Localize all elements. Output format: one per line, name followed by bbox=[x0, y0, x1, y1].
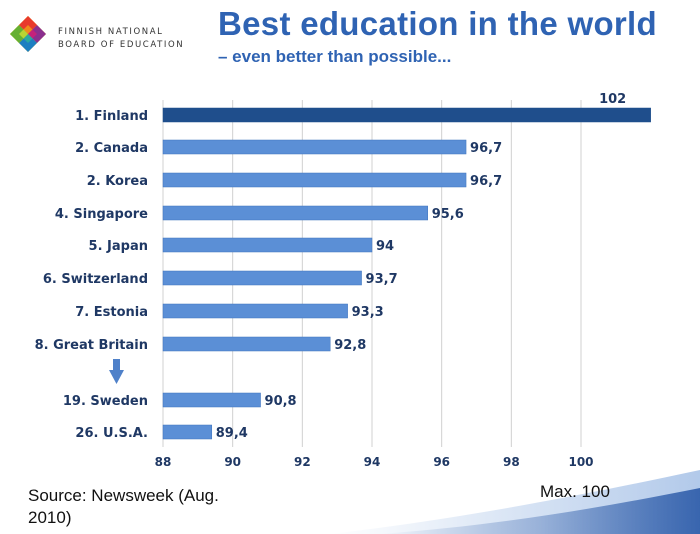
value-labels: 102 96,7 96,7 95,6 94 93,7 93,3 92,8 90,8 89,4 bbox=[216, 92, 626, 441]
category-label: 2. Korea bbox=[87, 174, 148, 189]
bar bbox=[162, 237, 373, 253]
category-label: 7. Estonia bbox=[75, 305, 148, 320]
logo-line-1: FINNISH NATIONAL bbox=[58, 27, 164, 37]
category-label: 1. Finland bbox=[75, 109, 148, 124]
x-tick-label: 90 bbox=[224, 455, 241, 469]
x-tick-label: 88 bbox=[155, 455, 172, 469]
category-label: 2. Canada bbox=[75, 141, 148, 156]
x-tick-label: 100 bbox=[568, 455, 593, 469]
bar bbox=[162, 424, 213, 440]
bar bbox=[162, 107, 651, 123]
value-label: 92,8 bbox=[334, 338, 366, 353]
bar bbox=[162, 392, 261, 408]
value-label: 93,7 bbox=[366, 272, 398, 287]
x-tick-label: 92 bbox=[294, 455, 311, 469]
logo-icon bbox=[10, 16, 46, 52]
x-axis-ticks: 88 90 92 94 96 98 100 bbox=[155, 455, 594, 469]
value-label: 96,7 bbox=[470, 141, 502, 156]
source-line-1: Source: Newsweek (Aug. bbox=[28, 486, 219, 505]
category-labels: 1. Finland 2. Canada 2. Korea 4. Singapore 5… bbox=[35, 109, 149, 441]
category-label: 19. Sweden bbox=[63, 394, 148, 409]
x-tick-label: 96 bbox=[433, 455, 450, 469]
category-label: 6. Switzerland bbox=[43, 272, 148, 287]
x-tick-label: 98 bbox=[503, 455, 520, 469]
value-label: 95,6 bbox=[432, 207, 464, 222]
arrow-head bbox=[109, 370, 124, 384]
bar bbox=[162, 336, 331, 352]
arrow-shaft bbox=[113, 359, 120, 370]
bar bbox=[162, 139, 467, 155]
source-line-2: 2010) bbox=[28, 508, 72, 527]
bar bbox=[162, 270, 362, 286]
category-label: 4. Singapore bbox=[55, 207, 148, 222]
logo-text: FINNISH NATIONAL BOARD OF EDUCATION bbox=[58, 26, 184, 52]
source-note: Source: Newsweek (Aug. 2010) bbox=[28, 485, 268, 529]
value-label: 94 bbox=[376, 239, 394, 254]
value-label: 102 bbox=[599, 92, 626, 107]
bars bbox=[162, 107, 651, 440]
max-note: Max. 100 bbox=[540, 482, 610, 501]
logo-line-2: BOARD OF EDUCATION bbox=[58, 40, 185, 50]
value-label: 90,8 bbox=[265, 394, 297, 409]
value-label: 89,4 bbox=[216, 426, 248, 441]
value-label: 93,3 bbox=[352, 305, 384, 320]
category-label: 5. Japan bbox=[89, 239, 148, 254]
category-label: 26. U.S.A. bbox=[75, 426, 148, 441]
bar bbox=[162, 205, 428, 221]
bar bbox=[162, 303, 348, 319]
page-subtitle: – even better than possible... bbox=[218, 47, 452, 66]
value-label: 96,7 bbox=[470, 174, 502, 189]
x-tick-label: 94 bbox=[364, 455, 381, 469]
category-label: 8. Great Britain bbox=[35, 338, 148, 353]
gap-arrow-icon bbox=[109, 359, 124, 384]
bar bbox=[162, 172, 467, 188]
page-title: Best education in the world bbox=[218, 5, 657, 42]
